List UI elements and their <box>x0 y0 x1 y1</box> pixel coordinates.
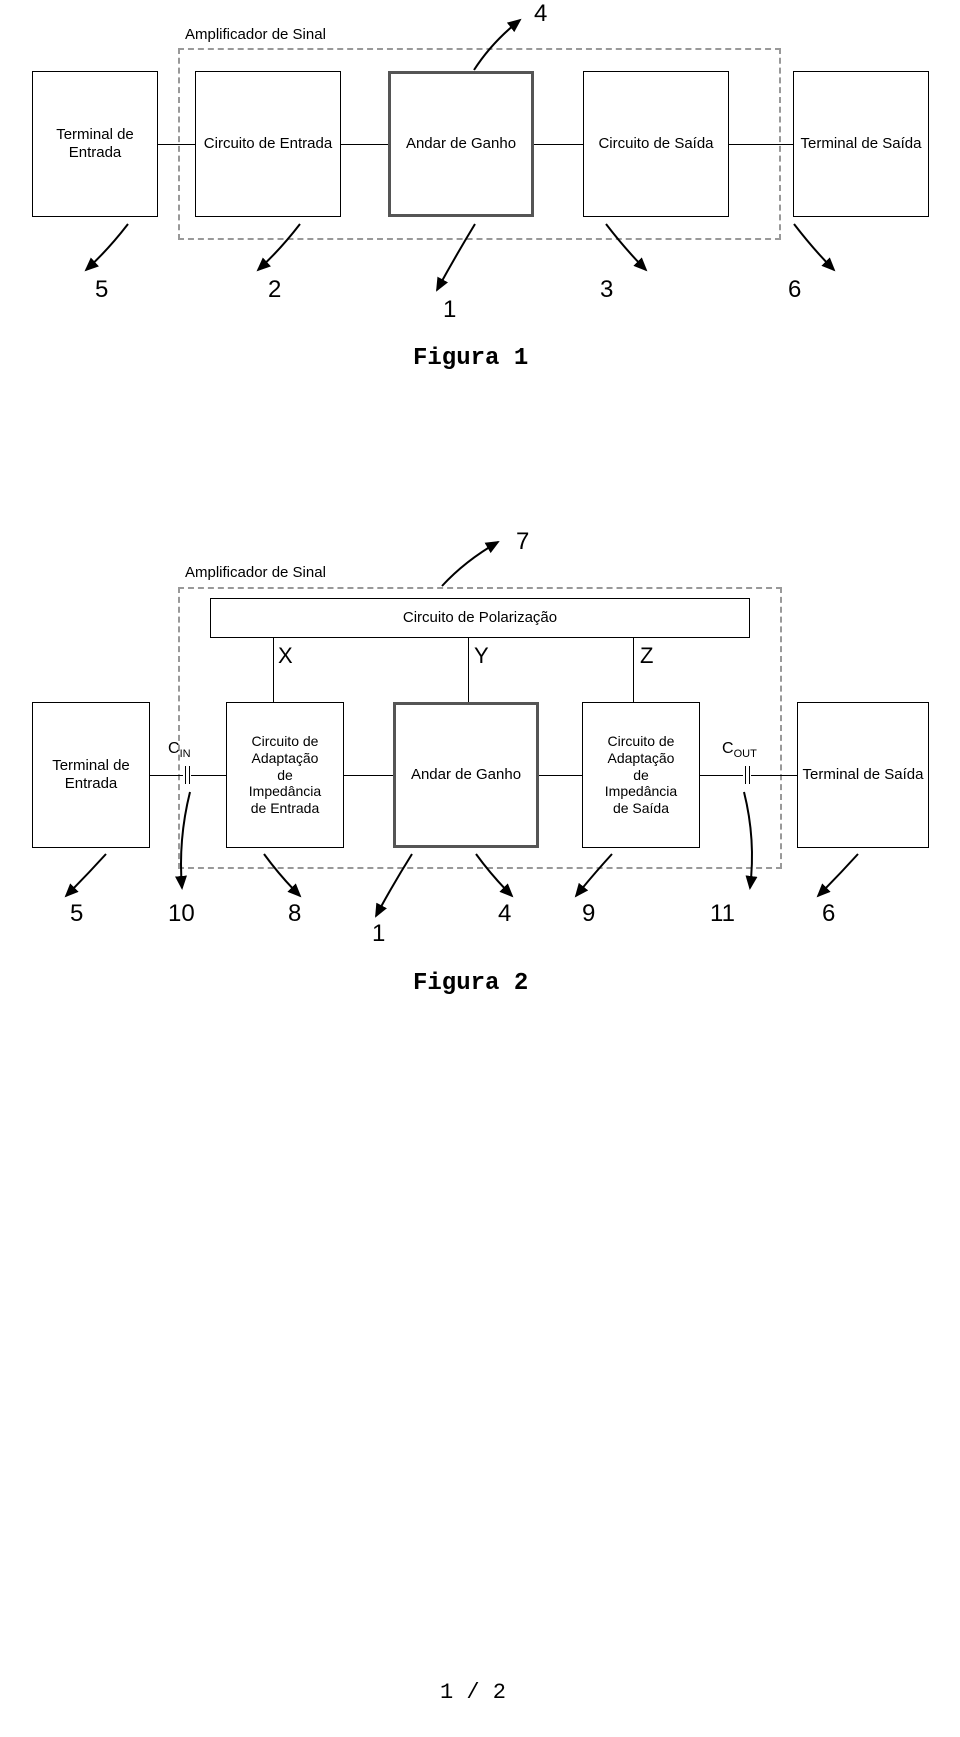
fig2-bias-z: Z <box>640 643 653 669</box>
fig2-ref-11: 11 <box>710 900 735 928</box>
fig2-cap-cin-label: CIN <box>168 740 191 760</box>
fig1-arrow-4 <box>472 12 532 72</box>
fig2-bias-line-y <box>468 638 469 702</box>
fig2-amplifier-label: Amplificador de Sinal <box>185 564 326 581</box>
fig2-arrow-5 <box>58 852 113 907</box>
fig2-arrow-7 <box>440 536 510 591</box>
fig2-cap-cout-label: COUT <box>722 740 757 760</box>
fig2-arrow-4 <box>470 852 520 907</box>
fig1-input-circuit-box: Circuito de Entrada <box>195 71 341 217</box>
fig2-cap-cin <box>183 766 191 784</box>
fig2-output-match-box: Circuito de Adaptação de Impedância de S… <box>582 702 700 848</box>
fig2-arrow-10 <box>172 790 212 900</box>
fig1-amplifier-label: Amplificador de Sinal <box>185 26 326 43</box>
fig2-input-terminal-box: Terminal de Entrada <box>32 702 150 848</box>
fig2-bias-y: Y <box>474 643 489 669</box>
fig1-arrow-1 <box>425 222 480 302</box>
fig2-bias-circuit-box: Circuito de Polarização <box>210 598 750 638</box>
fig1-arrow-3 <box>600 222 655 282</box>
fig2-title: Figura 2 <box>413 970 528 997</box>
fig2-arrow-1 <box>370 852 420 927</box>
fig2-output-terminal-box: Terminal de Saída <box>797 702 929 848</box>
fig2-bias-line-z <box>633 638 634 702</box>
fig2-ref-8: 8 <box>288 900 301 928</box>
fig2-ref-7: 7 <box>516 528 529 556</box>
fig2-input-match-box: Circuito de Adaptação de Impedância de E… <box>226 702 344 848</box>
fig2-ref-9: 9 <box>582 900 595 928</box>
fig1-arrow-5 <box>78 222 133 282</box>
fig1-input-terminal-box: Terminal de Entrada <box>32 71 158 217</box>
fig1-output-terminal-box: Terminal de Saída <box>793 71 929 217</box>
fig1-conn-2 <box>341 144 388 145</box>
fig1-ref-1: 1 <box>443 296 456 324</box>
fig1-ref-2: 2 <box>268 276 281 304</box>
fig1-output-circuit-box: Circuito de Saída <box>583 71 729 217</box>
fig1-ref-5: 5 <box>95 276 108 304</box>
fig2-cap-cout <box>743 766 751 784</box>
fig2-conn-1b <box>191 775 226 776</box>
fig2-ref-1: 1 <box>372 920 385 948</box>
fig2-gain-stage-box: Andar de Ganho <box>393 702 539 848</box>
page-number: 1 / 2 <box>440 1680 506 1705</box>
fig2-ref-6: 6 <box>822 900 835 928</box>
fig1-title: Figura 1 <box>413 345 528 372</box>
fig1-conn-4 <box>729 144 793 145</box>
fig2-conn-2 <box>344 775 393 776</box>
fig2-bias-x: X <box>278 643 293 669</box>
fig1-arrow-2 <box>250 222 305 282</box>
fig2-arrow-11 <box>722 790 762 900</box>
fig1-gain-stage-box: Andar de Ganho <box>388 71 534 217</box>
fig1-ref-3: 3 <box>600 276 613 304</box>
fig2-conn-4a <box>700 775 743 776</box>
fig2-bias-line-x <box>273 638 274 702</box>
fig2-conn-1a <box>150 775 183 776</box>
fig1-conn-3 <box>534 144 583 145</box>
fig2-ref-5: 5 <box>70 900 83 928</box>
fig2-conn-4b <box>751 775 797 776</box>
fig2-ref-4: 4 <box>498 900 511 928</box>
fig2-arrow-6 <box>810 852 865 907</box>
fig1-conn-1 <box>158 144 195 145</box>
fig1-ref-6: 6 <box>788 276 801 304</box>
fig1-ref-4: 4 <box>534 0 547 28</box>
fig2-conn-3 <box>539 775 582 776</box>
fig2-arrow-9 <box>570 852 620 907</box>
fig2-arrow-8 <box>258 852 308 907</box>
fig2-ref-10: 10 <box>168 900 195 928</box>
fig1-arrow-6 <box>788 222 843 282</box>
